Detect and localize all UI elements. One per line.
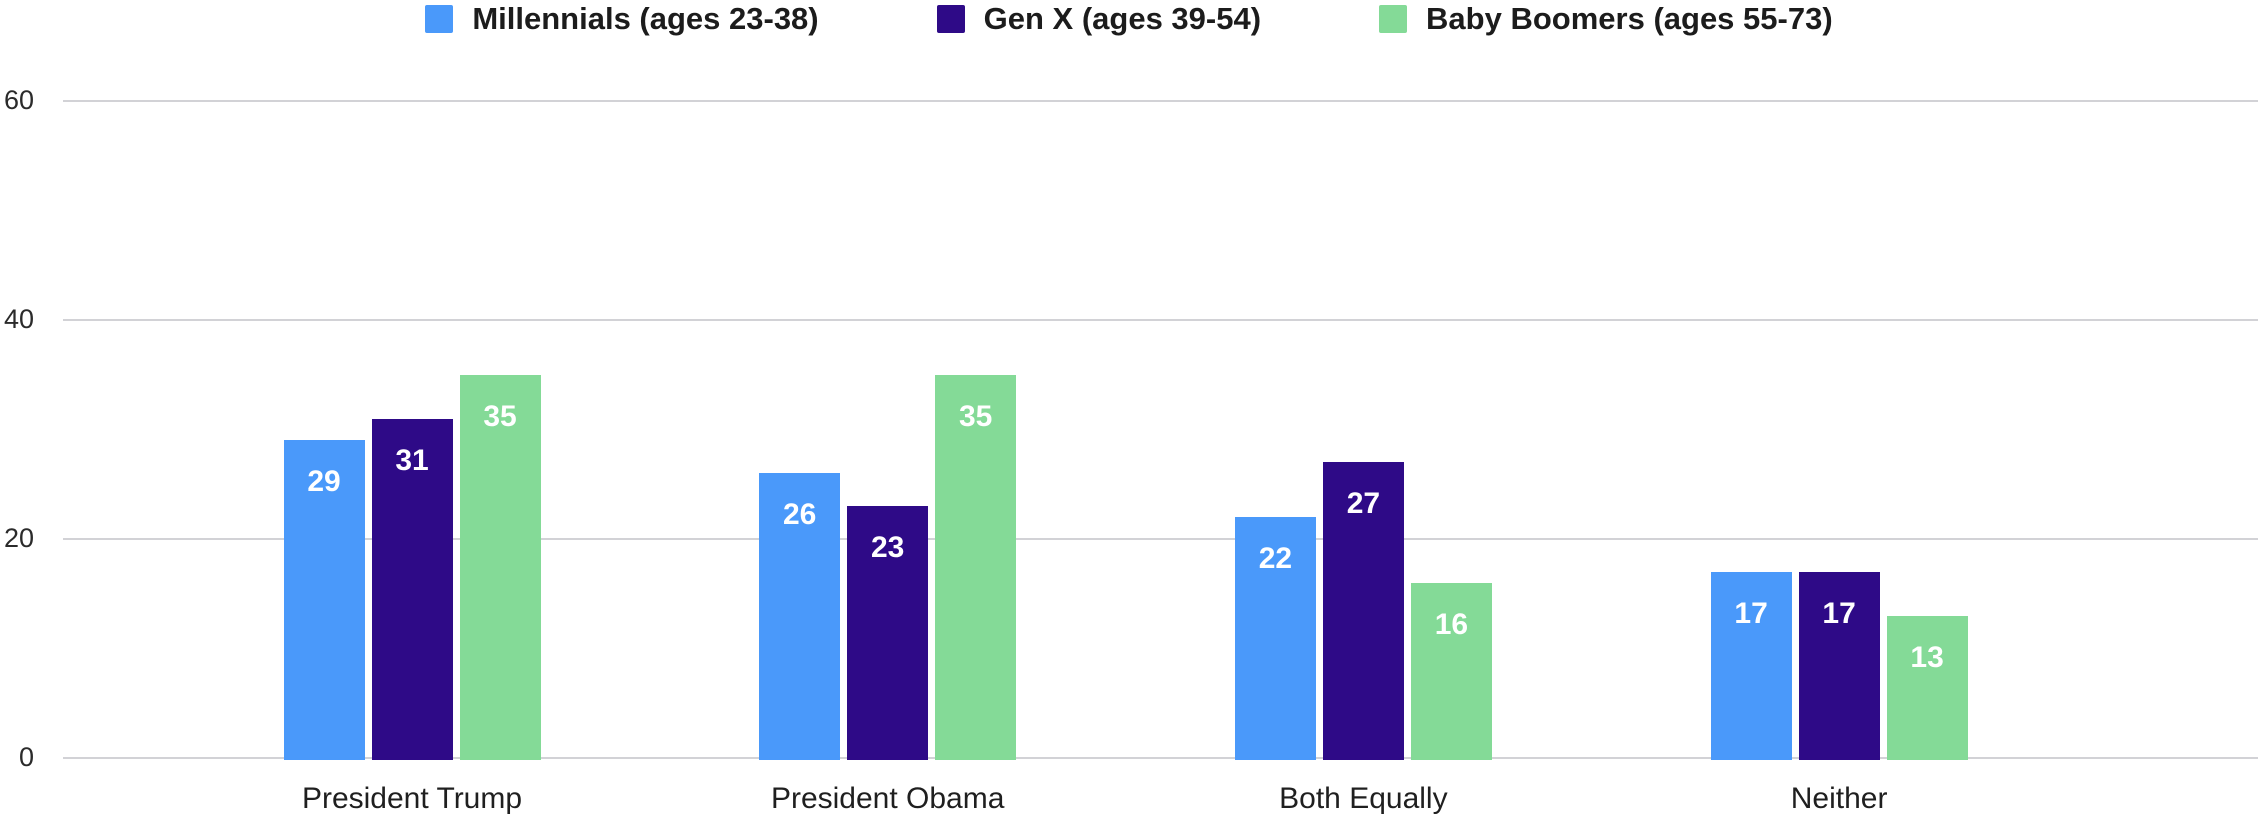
gridline-y-0 (63, 757, 2258, 759)
x-axis-category-label-both-equally: Both Equally (1279, 782, 1448, 815)
bar-millennials-president-obama: 26 (759, 473, 841, 760)
y-axis-tick-label-60: 60 (3, 84, 34, 115)
legend-item-gen-x: Gen X (ages 39-54) (936, 1, 1262, 37)
bar-value-label: 13 (1910, 640, 1944, 674)
bar-value-label: 27 (1346, 487, 1381, 521)
bar-millennials-neither: 17 (1710, 571, 1792, 760)
y-axis-tick-label-40: 40 (3, 303, 34, 334)
gridline-y-20 (63, 538, 2258, 540)
bar-gen-x-both-equally: 27 (1322, 462, 1404, 760)
legend-label-millennials: Millennials (ages 23-38) (472, 1, 819, 36)
chart-legend: Millennials (ages 23-38) Gen X (ages 39-… (0, 1, 2258, 37)
bar-value-label: 16 (1434, 607, 1469, 641)
legend-label-gen-x: Gen X (ages 39-54) (983, 1, 1262, 36)
legend-item-baby-boomers: Baby Boomers (ages 55-73) (1379, 1, 1833, 37)
bar-value-label: 17 (1734, 596, 1768, 630)
bar-value-label: 35 (483, 399, 517, 433)
x-axis-category-label-president-obama: President Obama (770, 782, 1005, 815)
bar-baby-boomers-president-trump: 35 (459, 374, 541, 760)
bar-baby-boomers-both-equally: 16 (1410, 582, 1492, 760)
legend-swatch-gen-x-icon (936, 5, 965, 33)
bar-value-label: 31 (395, 443, 429, 477)
bar-gen-x-president-trump: 31 (371, 418, 453, 760)
bar-baby-boomers-president-obama: 35 (935, 374, 1017, 760)
x-axis-category-label-neither: Neither (1790, 782, 1888, 815)
x-axis-category-label-president-trump: President Trump (301, 782, 523, 815)
legend-item-millennials: Millennials (ages 23-38) (425, 1, 819, 37)
legend-swatch-millennials-icon (425, 5, 454, 33)
legend-label-baby-boomers: Baby Boomers (ages 55-73) (1426, 1, 1833, 36)
bar-value-label: 23 (871, 531, 905, 565)
bar-value-label: 22 (1258, 542, 1293, 576)
bar-baby-boomers-neither: 13 (1886, 615, 1968, 760)
bar-millennials-both-equally: 22 (1234, 517, 1316, 760)
bar-gen-x-neither: 17 (1798, 571, 1880, 760)
y-axis-tick-label-20: 20 (3, 522, 34, 553)
bar-value-label: 35 (959, 399, 993, 433)
bar-value-label: 26 (783, 498, 817, 532)
y-axis-tick-label-0: 0 (18, 741, 34, 772)
gridline-y-60 (63, 100, 2258, 102)
bar-value-label: 29 (307, 465, 341, 499)
bar-millennials-president-trump: 29 (283, 440, 365, 760)
bar-gen-x-president-obama: 23 (847, 506, 929, 760)
gridline-y-40 (63, 319, 2258, 321)
bar-value-label: 17 (1822, 596, 1856, 630)
legend-swatch-baby-boomers-icon (1379, 5, 1408, 33)
